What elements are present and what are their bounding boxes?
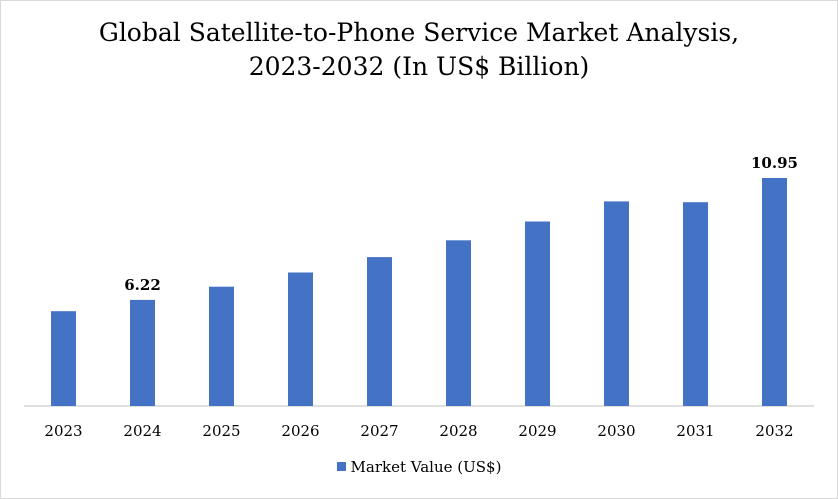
x-tick-label-2025: 2025 [202, 422, 240, 440]
bar-2026 [288, 272, 313, 406]
data-label-2032: 10.95 [751, 154, 798, 172]
x-tick-label-2031: 2031 [676, 422, 714, 440]
data-label-2024: 6.22 [124, 276, 161, 294]
x-tick-label-2026: 2026 [281, 422, 319, 440]
bar-2030 [604, 201, 629, 406]
bar-2028 [446, 240, 471, 406]
bar-2024 [130, 299, 155, 406]
x-tick-label-2030: 2030 [597, 422, 635, 440]
x-tick-label-2027: 2027 [360, 422, 398, 440]
bar-2027 [367, 257, 392, 406]
chart-title-line-2: 2023-2032 (In US$ Billion) [248, 52, 590, 81]
x-tick-label-2024: 2024 [123, 422, 161, 440]
legend-swatch [336, 462, 346, 471]
chart-title-line-1: Global Satellite-to-Phone Service Market… [98, 18, 740, 47]
x-tick-label-2032: 2032 [755, 422, 793, 440]
chart-title: Global Satellite-to-Phone Service Market… [0, 16, 838, 84]
legend-label: Market Value (US$) [350, 458, 502, 476]
bar-2032 [762, 178, 787, 406]
x-tick-label-2023: 2023 [44, 422, 82, 440]
bar-2029 [525, 221, 550, 406]
x-tick-label-2029: 2029 [518, 422, 556, 440]
chart-legend: Market Value (US$) [0, 458, 838, 476]
bar-2025 [209, 286, 234, 406]
bar-2023 [51, 311, 76, 406]
x-tick-label-2028: 2028 [439, 422, 477, 440]
bar-2031 [683, 202, 708, 406]
